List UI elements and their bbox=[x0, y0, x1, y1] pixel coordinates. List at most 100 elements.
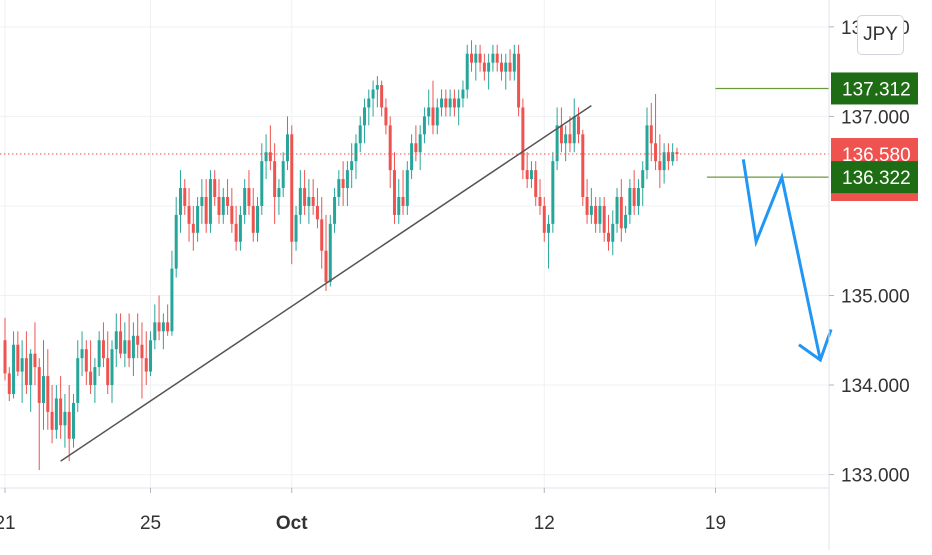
projection-arrowhead[interactable] bbox=[798, 329, 833, 363]
candle-body bbox=[277, 188, 281, 197]
candle-body bbox=[213, 179, 217, 197]
candle-body bbox=[251, 205, 255, 233]
candle-body bbox=[350, 161, 354, 171]
candle-body bbox=[628, 188, 632, 215]
candle-body bbox=[67, 411, 71, 439]
candle-body bbox=[375, 85, 379, 90]
candle-body bbox=[298, 188, 302, 215]
candle-body bbox=[24, 358, 28, 386]
candle-body bbox=[641, 170, 645, 189]
candle-body bbox=[221, 196, 225, 215]
candle-body bbox=[273, 161, 277, 197]
candle-body bbox=[435, 107, 439, 126]
candle-body bbox=[42, 376, 46, 403]
projection-path[interactable] bbox=[741, 159, 822, 361]
candle-body bbox=[200, 196, 204, 206]
candle-body bbox=[555, 125, 559, 162]
candle-body bbox=[170, 268, 174, 332]
trend-line[interactable] bbox=[60, 105, 592, 462]
candle-body bbox=[508, 62, 512, 72]
candle-body bbox=[333, 196, 337, 224]
candle-body bbox=[410, 143, 414, 171]
candle-body bbox=[174, 214, 178, 269]
candle-body bbox=[106, 358, 110, 386]
candle-body bbox=[256, 205, 260, 233]
candle-body bbox=[260, 161, 264, 206]
candle-body bbox=[140, 344, 144, 359]
candle-body bbox=[33, 353, 37, 368]
candle-body bbox=[589, 205, 593, 215]
candle-body bbox=[602, 205, 606, 233]
candle-body bbox=[662, 152, 666, 171]
candle-body bbox=[461, 89, 465, 99]
candle-body bbox=[581, 134, 585, 197]
x-tick-label: 25 bbox=[140, 513, 161, 534]
candle-body bbox=[307, 196, 311, 206]
candle-body bbox=[568, 134, 572, 144]
candle-body bbox=[136, 335, 140, 345]
candle-body bbox=[491, 53, 495, 63]
candle-body bbox=[354, 143, 358, 162]
candle-body bbox=[649, 125, 653, 144]
candle-body bbox=[534, 170, 538, 197]
candle-body bbox=[371, 89, 375, 99]
candle-body bbox=[46, 376, 50, 412]
candle-body bbox=[594, 205, 598, 224]
candle-body bbox=[585, 196, 589, 215]
candle-body bbox=[80, 349, 84, 359]
candle-body bbox=[675, 152, 679, 155]
candle-body bbox=[247, 188, 251, 206]
x-axis-ticks: 21 25 Oct 12 19 bbox=[0, 488, 726, 534]
candle-body bbox=[127, 340, 131, 359]
candle-body bbox=[401, 196, 405, 206]
price-label-text: 136.322 bbox=[842, 168, 911, 189]
candle-body bbox=[358, 125, 362, 144]
candle-body bbox=[598, 205, 602, 224]
candle-body bbox=[294, 214, 298, 242]
candle-body bbox=[547, 223, 551, 233]
candle-body bbox=[521, 107, 525, 171]
candle-body bbox=[611, 223, 615, 242]
axes bbox=[0, 0, 830, 550]
candle-body bbox=[71, 402, 75, 439]
candle-body bbox=[328, 223, 332, 283]
x-tick-label: 21 bbox=[0, 513, 16, 534]
candle-body bbox=[512, 53, 516, 72]
price-label-text: 136.580 bbox=[842, 145, 911, 166]
candle-body bbox=[3, 340, 7, 374]
candle-body bbox=[619, 196, 623, 229]
candle-body bbox=[666, 152, 670, 162]
candle-body bbox=[234, 223, 238, 242]
candle-body bbox=[208, 179, 212, 224]
candle-body bbox=[59, 398, 63, 426]
candle-body bbox=[645, 125, 649, 171]
candle-body bbox=[572, 116, 576, 144]
candle-body bbox=[448, 98, 452, 108]
price-label-box bbox=[831, 161, 918, 194]
candle-body bbox=[542, 205, 546, 233]
candle-body bbox=[315, 205, 319, 220]
candle-body bbox=[388, 125, 392, 171]
candle-body bbox=[414, 143, 418, 153]
candle-body bbox=[337, 179, 341, 197]
candle-body bbox=[311, 196, 315, 206]
candle-body bbox=[149, 340, 153, 372]
candle-body bbox=[20, 358, 24, 372]
candle-body bbox=[76, 358, 80, 403]
candle-body bbox=[119, 331, 123, 354]
candle-body bbox=[157, 322, 161, 332]
candle-body bbox=[114, 331, 118, 350]
candle-body bbox=[217, 196, 221, 215]
candle-body bbox=[624, 214, 628, 229]
candle-body bbox=[131, 335, 135, 359]
candle-body bbox=[153, 322, 157, 341]
candle-body bbox=[457, 98, 461, 108]
candle-body bbox=[290, 134, 294, 242]
candle-body bbox=[341, 179, 345, 189]
candles bbox=[3, 40, 679, 471]
candle-body bbox=[226, 196, 230, 206]
currency-button[interactable]: JPY bbox=[857, 15, 904, 55]
candle-body bbox=[499, 62, 503, 72]
